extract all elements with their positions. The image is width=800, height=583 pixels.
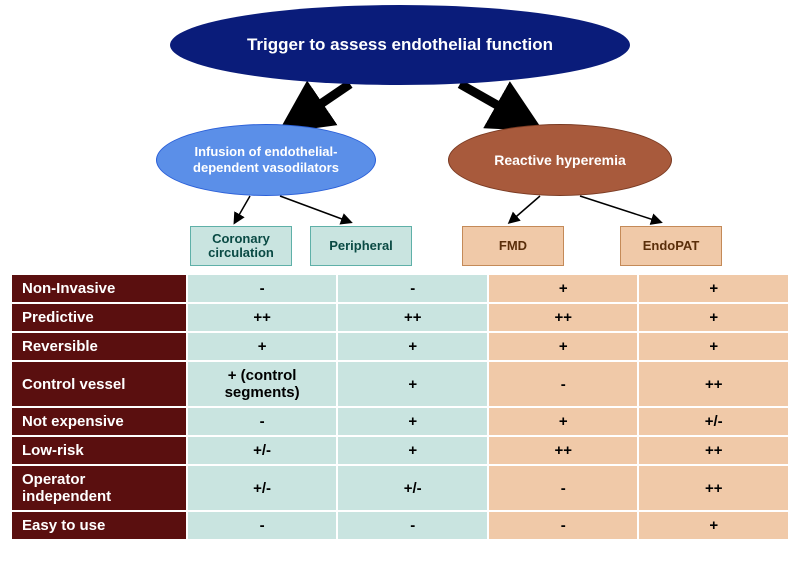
table-cell: +/- bbox=[337, 465, 488, 511]
leaf-box-2: FMD bbox=[462, 226, 564, 266]
row-header: Reversible bbox=[11, 332, 187, 361]
table-cell: ++ bbox=[488, 436, 639, 465]
table-cell: + (control segments) bbox=[187, 361, 338, 407]
row-header: Non-Invasive bbox=[11, 274, 187, 303]
table-cell: - bbox=[337, 274, 488, 303]
table-cell: ++ bbox=[638, 465, 789, 511]
table-cell: - bbox=[337, 511, 488, 540]
title-node: Trigger to assess endothelial function bbox=[170, 5, 630, 85]
table-cell: - bbox=[488, 465, 639, 511]
row-header: Low-risk bbox=[11, 436, 187, 465]
row-header: Not expensive bbox=[11, 407, 187, 436]
table-cell: ++ bbox=[187, 303, 338, 332]
table-cell: + bbox=[638, 332, 789, 361]
table-cell: ++ bbox=[337, 303, 488, 332]
table-row: Predictive+++++++ bbox=[11, 303, 789, 332]
table-row: Low-risk+/-+++++ bbox=[11, 436, 789, 465]
table-cell: +/- bbox=[187, 436, 338, 465]
row-header: Control vessel bbox=[11, 361, 187, 407]
branch-right-label: Reactive hyperemia bbox=[494, 152, 626, 169]
table-cell: + bbox=[187, 332, 338, 361]
branch-left-label: Infusion of endothelial- dependent vasod… bbox=[193, 144, 339, 175]
table-cell: ++ bbox=[638, 361, 789, 407]
table-cell: + bbox=[488, 332, 639, 361]
table-cell: ++ bbox=[488, 303, 639, 332]
table-cell: + bbox=[337, 436, 488, 465]
row-header: Predictive bbox=[11, 303, 187, 332]
table-cell: - bbox=[187, 274, 338, 303]
row-header: Easy to use bbox=[11, 511, 187, 540]
table-row: Not expensive-+++/- bbox=[11, 407, 789, 436]
table-row: Non-Invasive--++ bbox=[11, 274, 789, 303]
leaf-box-3: EndoPAT bbox=[620, 226, 722, 266]
title-node-label: Trigger to assess endothelial function bbox=[247, 35, 553, 55]
table-cell: + bbox=[638, 303, 789, 332]
table-row: Control vessel+ (control segments)+-++ bbox=[11, 361, 789, 407]
table-cell: + bbox=[337, 332, 488, 361]
table-cell: +/- bbox=[187, 465, 338, 511]
table-cell: - bbox=[488, 361, 639, 407]
row-header: Operator independent bbox=[11, 465, 187, 511]
branch-left-node: Infusion of endothelial- dependent vasod… bbox=[156, 124, 376, 196]
table-cell: - bbox=[187, 407, 338, 436]
table-cell: + bbox=[638, 274, 789, 303]
comparison-table: Non-Invasive--++Predictive+++++++Reversi… bbox=[10, 273, 790, 541]
table-cell: + bbox=[488, 407, 639, 436]
leaf-box-1: Peripheral bbox=[310, 226, 412, 266]
leaf-box-0: Coronary circulation bbox=[190, 226, 292, 266]
table-row: Easy to use---+ bbox=[11, 511, 789, 540]
table-cell: +/- bbox=[638, 407, 789, 436]
table-cell: + bbox=[638, 511, 789, 540]
table-cell: - bbox=[187, 511, 338, 540]
table-cell: + bbox=[488, 274, 639, 303]
diagram-area: Trigger to assess endothelial function I… bbox=[0, 0, 800, 270]
table-row: Reversible++++ bbox=[11, 332, 789, 361]
branch-right-node: Reactive hyperemia bbox=[448, 124, 672, 196]
table-cell: ++ bbox=[638, 436, 789, 465]
table-cell: + bbox=[337, 361, 488, 407]
table-cell: - bbox=[488, 511, 639, 540]
table-cell: + bbox=[337, 407, 488, 436]
table-row: Operator independent+/-+/--++ bbox=[11, 465, 789, 511]
